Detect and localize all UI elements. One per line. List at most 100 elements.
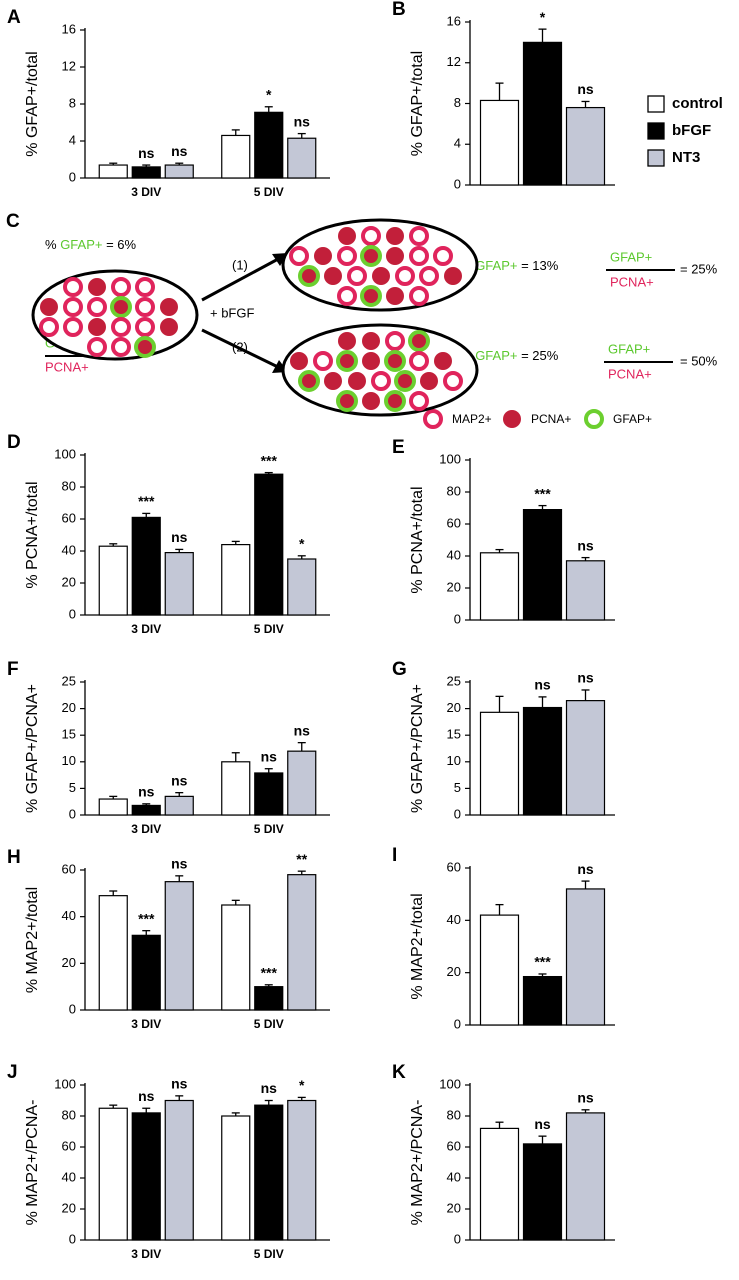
bar [164, 551, 194, 616]
marker: GFAP+ [60, 237, 102, 252]
bar [287, 874, 317, 1011]
y-tick-label: 15 [62, 727, 76, 742]
y-tick-label: 100 [439, 451, 461, 466]
cell-map2 [63, 317, 83, 337]
cell-map2 [409, 391, 429, 411]
bar [565, 560, 606, 621]
cell-gfap [336, 350, 358, 372]
y-tick-label: 10 [62, 753, 76, 768]
bar [221, 543, 251, 616]
legend-swatch [647, 122, 665, 140]
significance-label: ns [171, 529, 188, 545]
significance-label: ns [261, 1080, 278, 1096]
cell-pcna [160, 318, 178, 336]
y-tick-label: 60 [62, 510, 76, 525]
bar [131, 804, 161, 816]
bar [131, 166, 161, 179]
cell-pcna [362, 332, 380, 350]
panel-letter: B [392, 0, 406, 20]
cell-pcna [88, 278, 106, 296]
bar [164, 164, 194, 179]
panel-letter: E [392, 437, 405, 458]
significance-label: *** [138, 910, 155, 926]
significance-label: ns [294, 113, 311, 129]
ratio-num: GFAP+ [610, 249, 652, 264]
significance-label: *** [261, 965, 278, 981]
y-axis-title: % GFAP+/total [409, 51, 426, 156]
pct-value: = 13% [521, 258, 559, 273]
legend-swatch [647, 149, 665, 167]
y-tick-label: 80 [62, 1107, 76, 1122]
significance-label: ns [171, 856, 188, 872]
legend-label: NT3 [672, 149, 700, 166]
ratio-den: PCNA+ [608, 366, 652, 381]
y-tick-label: 0 [454, 176, 461, 191]
cell-map2 [409, 246, 429, 266]
x-tick-label: 5 DIV [254, 1017, 284, 1031]
bar [522, 41, 563, 186]
y-tick-label: 25 [447, 673, 461, 688]
cell-gfap [384, 350, 406, 372]
bar [565, 106, 606, 186]
y-tick-label: 25 [62, 673, 76, 688]
significance-label: ns [577, 1090, 594, 1106]
cell-gfap [394, 370, 416, 392]
y-tick-label: 80 [62, 478, 76, 493]
bar [164, 795, 194, 816]
cell-groups [31, 218, 479, 417]
bar [254, 772, 284, 816]
legend-pcna [503, 410, 521, 428]
cell-pcna [348, 372, 366, 390]
cell-pcna [434, 352, 452, 370]
significance-label: *** [534, 954, 551, 970]
cell-map2 [63, 277, 83, 297]
y-tick-label: 80 [447, 1107, 461, 1122]
y-tick-label: 20 [447, 700, 461, 715]
path-label: (2) [232, 339, 248, 354]
significance-label: ns [171, 1076, 188, 1092]
cell-pcna [386, 287, 404, 305]
legend-gfap [584, 409, 604, 429]
arrow [201, 328, 281, 370]
cell-map2 [135, 277, 155, 297]
y-tick-label: 16 [62, 21, 76, 36]
bar [131, 1112, 161, 1241]
y-tick-label: 20 [447, 1200, 461, 1215]
x-tick-label: 3 DIV [131, 622, 161, 636]
significance-label: ns [577, 861, 594, 877]
y-tick-label: 40 [62, 542, 76, 557]
cell-gfap [360, 285, 382, 307]
y-tick-label: 100 [54, 446, 76, 461]
y-tick-label: 5 [69, 780, 76, 795]
y-tick-label: 0 [69, 806, 76, 821]
y-tick-label: 60 [62, 1138, 76, 1153]
y-axis-title: % GFAP+/total [24, 51, 41, 156]
pct: % [45, 237, 57, 252]
marker: GFAP+ [475, 348, 517, 363]
bar [479, 711, 520, 816]
y-tick-label: 0 [454, 1016, 461, 1031]
cell-map2 [135, 297, 155, 317]
cell-gfap [298, 265, 320, 287]
significance-label: * [299, 536, 305, 552]
significance-label: ** [296, 851, 307, 867]
treatment: + bFGF [210, 305, 254, 320]
legend-label: bFGF [672, 122, 711, 139]
y-tick-label: 0 [69, 606, 76, 621]
y-axis-title: % MAP2+/total [24, 887, 41, 993]
panel-letter: C [6, 211, 20, 232]
cell-map2 [409, 351, 429, 371]
y-tick-label: 10 [447, 753, 461, 768]
y-tick-label: 0 [69, 169, 76, 184]
significance-label: *** [261, 452, 278, 468]
y-tick-label: 4 [69, 132, 76, 147]
cell-pcna [386, 227, 404, 245]
bar [221, 904, 251, 1011]
cell-map2 [409, 286, 429, 306]
cell-gfap [408, 330, 430, 352]
panel-letter: A [7, 7, 21, 28]
cell-map2 [135, 317, 155, 337]
cell-pcna [40, 298, 58, 316]
panel-letter: H [7, 847, 21, 868]
